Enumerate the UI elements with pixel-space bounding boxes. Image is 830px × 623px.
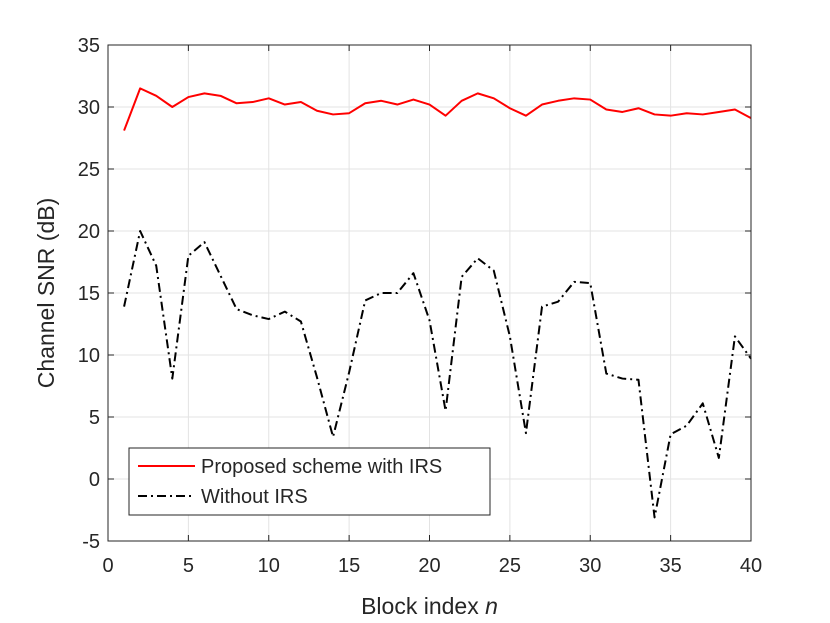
x-axis-label-variable: n bbox=[485, 593, 498, 619]
x-axis-label-text: Block index bbox=[361, 593, 479, 619]
y-tick-label: 25 bbox=[78, 159, 100, 181]
x-tick-label: 40 bbox=[740, 555, 762, 577]
x-tick-label: 15 bbox=[338, 555, 360, 577]
legend: Proposed scheme with IRS Without IRS bbox=[128, 447, 491, 516]
x-tick-label: 20 bbox=[418, 555, 440, 577]
series-line-proposed bbox=[123, 87, 752, 131]
series-line-without-irs bbox=[123, 230, 752, 519]
series-layer bbox=[123, 87, 752, 519]
y-tick-label: 0 bbox=[89, 469, 100, 491]
x-tick-label: 30 bbox=[579, 555, 601, 577]
x-tick-label: 5 bbox=[183, 555, 194, 577]
y-tick-label: 30 bbox=[78, 97, 100, 119]
y-tick-label: -5 bbox=[82, 531, 100, 553]
x-tick-label: 0 bbox=[102, 555, 113, 577]
y-tick-label: 10 bbox=[78, 345, 100, 367]
y-tick-label: 15 bbox=[78, 283, 100, 305]
legend-box bbox=[128, 447, 491, 516]
y-tick-label: 5 bbox=[89, 407, 100, 429]
x-tick-label: 25 bbox=[499, 555, 521, 577]
x-tick-label: 10 bbox=[258, 555, 280, 577]
x-tick-label: 35 bbox=[660, 555, 682, 577]
y-axis-label: Channel SNR (dB) bbox=[33, 198, 59, 388]
y-tick-label: 35 bbox=[78, 35, 100, 57]
y-tick-label: 20 bbox=[78, 221, 100, 243]
legend-label-without-irs: Without IRS bbox=[201, 486, 308, 508]
x-axis-label: Block index n bbox=[361, 593, 498, 619]
legend-label-proposed: Proposed scheme with IRS bbox=[201, 456, 442, 478]
